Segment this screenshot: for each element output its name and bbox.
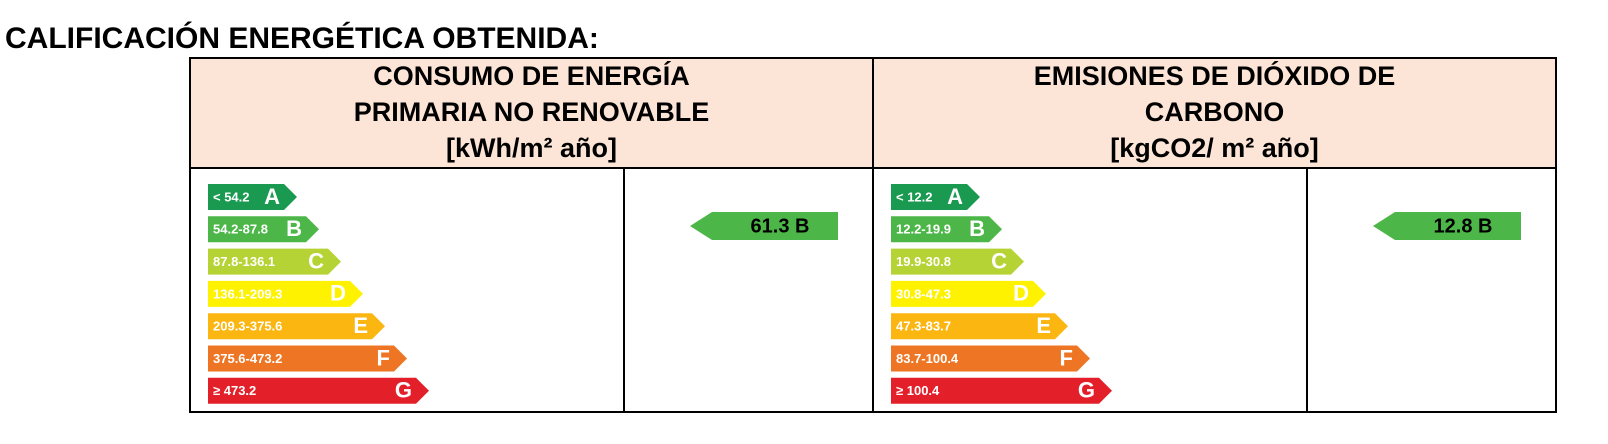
header-line: CARBONO [1145,97,1285,127]
rating-range: 83.7-100.4 [896,351,959,366]
rating-bar [208,248,341,275]
rating-letter: E [1036,313,1051,338]
rating-range: 30.8-47.3 [896,286,951,301]
rating-bar [891,216,1002,243]
header-line: CONSUMO DE ENERGÍA [373,60,690,91]
page-title: CALIFICACIÓN ENERGÉTICA OBTENIDA: [5,21,599,55]
header-cell [189,57,874,169]
rating-bar [208,313,385,340]
rating-range: ≥ 100.4 [896,383,940,398]
header-line: [kWh/m² año] [446,133,617,163]
rating-bar [208,377,429,404]
result-cell [623,167,874,413]
rating-bar [891,377,1112,404]
rating-bar [208,184,297,210]
rating-range: 375.6-473.2 [213,351,282,366]
rating-letter: G [1078,378,1095,403]
rating-letter: B [969,216,985,241]
rating-letter: C [308,248,324,273]
rating-letter: F [377,345,390,370]
rating-range: 87.8-136.1 [213,254,275,269]
rating-bar [891,313,1068,340]
rating-letter: A [264,184,280,209]
result-arrow [1373,212,1521,240]
rating-bar [891,280,1046,307]
rating-letter: D [330,281,346,306]
rating-bar [891,248,1024,275]
rating-letter: F [1060,345,1073,370]
rating-bar [891,345,1090,372]
rating-range: 47.3-83.7 [896,319,951,334]
rating-range: 54.2-87.8 [213,222,268,237]
result-arrow [690,212,838,240]
rating-range: < 12.2 [896,189,933,204]
rating-bar [208,280,363,307]
rating-range: 136.1-209.3 [213,286,282,301]
rating-range: 12.2-19.9 [896,222,951,237]
rating-letter: E [353,313,368,338]
rating-bar [891,184,980,210]
result-cell [1306,167,1557,413]
rating-range: 209.3-375.6 [213,319,282,334]
rating-range: 19.9-30.8 [896,254,951,269]
rating-range: < 54.2 [213,189,250,204]
rating-bar [208,216,319,243]
rating-letter: G [395,378,412,403]
header-line: [kgCO2/ m² año] [1110,133,1319,163]
rating-letter: C [991,248,1007,273]
rating-letter: B [286,216,302,241]
result-label: 12.8 B [1434,215,1493,237]
header-line: PRIMARIA NO RENOVABLE [354,97,710,127]
rating-letter: D [1013,281,1029,306]
rating-letter: A [947,184,963,209]
rating-range: ≥ 473.2 [213,383,256,398]
header-line: EMISIONES DE DIÓXIDO DE [1034,60,1396,91]
rating-bar [208,345,407,372]
result-label: 61.3 B [751,215,810,237]
